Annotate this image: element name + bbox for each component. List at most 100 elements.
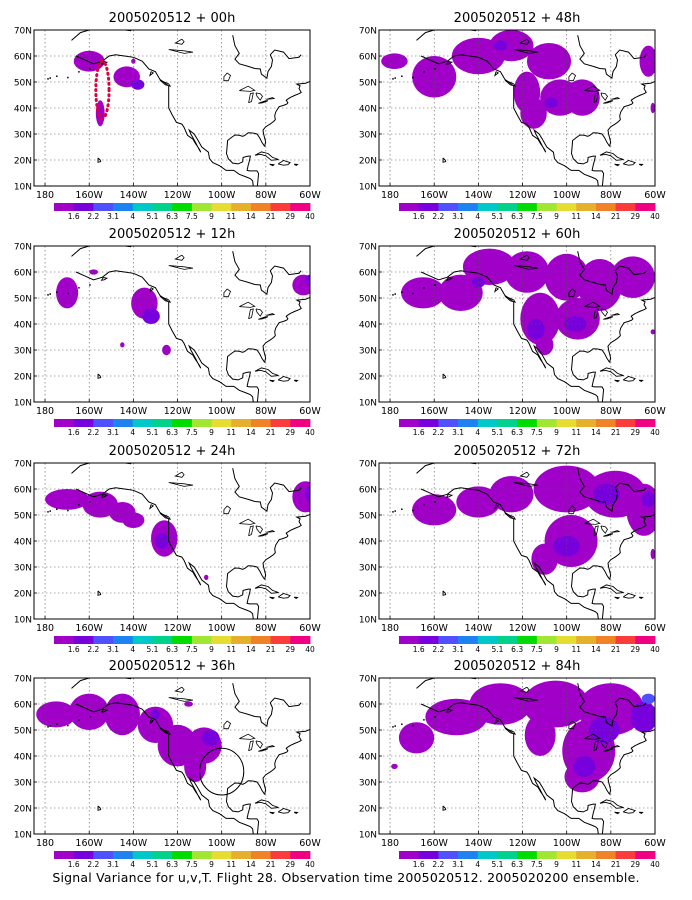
lon-tick-label: 180	[36, 623, 54, 634]
coastline	[570, 348, 611, 402]
contour-line	[94, 59, 111, 120]
lon-tick-label: 160W	[420, 190, 448, 201]
colorbar-swatch	[438, 636, 459, 644]
colorbar-swatch	[556, 636, 577, 644]
coastline	[225, 780, 266, 834]
island-dot	[394, 510, 396, 512]
lat-tick-label: 30N	[359, 131, 377, 141]
colorbar-label: 1.6	[68, 212, 80, 221]
lake-outline	[600, 740, 608, 749]
colorbar-swatch	[595, 419, 617, 427]
colorbar-swatch	[152, 419, 173, 427]
colorbar-swatch	[399, 419, 420, 427]
colorbar-swatch	[497, 636, 518, 644]
colorbar-label: 9	[209, 860, 214, 869]
colorbar-label: 9	[554, 645, 559, 654]
island-outline	[149, 287, 154, 293]
colorbar-swatch	[556, 419, 577, 427]
island-dot	[434, 284, 436, 286]
island-outline	[599, 799, 624, 809]
colorbar-label: 29	[631, 645, 641, 654]
colorbar-swatch	[54, 636, 75, 644]
variance-region	[650, 329, 655, 335]
lake-outline	[258, 748, 269, 752]
lake-outline	[603, 316, 614, 320]
island-outline	[97, 805, 102, 811]
lake-outline	[593, 740, 599, 752]
variance-region	[504, 251, 550, 293]
island-outline	[494, 719, 499, 725]
colorbar-swatch	[54, 419, 75, 427]
lake-outline	[584, 301, 601, 308]
lat-tick-label: 20N	[359, 590, 377, 600]
lat-tick-label: 30N	[14, 131, 32, 141]
coastline	[577, 251, 647, 295]
island-outline	[622, 593, 636, 599]
colorbar-label: 4	[130, 212, 135, 221]
variance-region	[462, 248, 516, 285]
coastline	[232, 251, 302, 295]
panel-title: 2005020512 + 60h	[454, 227, 581, 242]
island-dot	[47, 294, 49, 296]
colorbar-label: 21	[266, 645, 276, 654]
colorbar-swatch	[132, 851, 153, 859]
colorbar-swatch	[93, 203, 114, 211]
lat-tick-label: 50N	[14, 79, 32, 89]
lat-tick-label: 60N	[359, 486, 377, 496]
lat-tick-label: 20N	[359, 157, 377, 167]
lat-tick-label: 30N	[359, 347, 377, 357]
lon-tick-label: 120W	[509, 190, 537, 201]
variance-region	[305, 274, 310, 285]
island-outline	[614, 163, 621, 167]
colorbar-label: 5.1	[146, 428, 158, 437]
lat-tick-label: 20N	[359, 373, 377, 383]
colorbar-swatch	[270, 203, 291, 211]
coastline	[420, 702, 599, 834]
colorbar-swatch	[250, 851, 272, 859]
lat-tick-label: 60N	[359, 701, 377, 711]
island-outline	[97, 373, 102, 379]
colorbar-label: 2.2	[432, 645, 444, 654]
lake-outline	[568, 720, 576, 730]
colorbar-swatch	[556, 851, 577, 859]
island-outline	[638, 379, 644, 383]
colorbar-label: 3.1	[107, 428, 119, 437]
island-outline	[599, 367, 624, 377]
lon-tick-label: 60W	[644, 623, 666, 634]
lat-tick-label: 40N	[14, 105, 32, 115]
lon-tick-label: 100W	[553, 838, 581, 849]
variance-region	[45, 489, 90, 510]
colorbar-label: 3.1	[452, 428, 464, 437]
map-panel: 2005020512 + 00h 10N 20N 30N 40N 50N 60N 70N 180…	[14, 11, 322, 221]
island-outline	[445, 61, 454, 65]
lon-tick-label: 100W	[208, 190, 236, 201]
island-outline	[445, 494, 454, 498]
lat-tick-label: 40N	[14, 753, 32, 763]
lake-outline	[611, 745, 621, 748]
lake-outline	[519, 471, 530, 478]
variance-region	[104, 693, 140, 736]
colorbar-swatch	[576, 419, 597, 427]
variance-region	[630, 701, 655, 733]
colorbar-swatch	[211, 203, 232, 211]
figure-caption: Signal Variance for u,v,T. Flight 28. Ob…	[52, 870, 640, 885]
coastline	[225, 348, 266, 402]
island-outline	[100, 709, 109, 713]
colorbar-swatch	[113, 419, 134, 427]
lake-outline	[168, 265, 194, 270]
lon-tick-label: 140W	[120, 623, 148, 634]
colorbar-swatch	[73, 636, 94, 644]
lat-tick-label: 40N	[359, 538, 377, 548]
lat-tick-label: 70N	[359, 675, 377, 685]
variance-region	[89, 269, 99, 275]
island-dot	[47, 511, 49, 513]
island-dot	[56, 508, 58, 510]
island-outline	[599, 584, 624, 594]
colorbar-label: 4	[475, 428, 480, 437]
lat-tick-label: 20N	[14, 805, 32, 815]
lon-tick-label: 160W	[75, 190, 103, 201]
lake-outline	[223, 288, 231, 298]
island-dot	[434, 68, 436, 70]
island-outline	[100, 494, 109, 498]
colorbar-label: 11	[226, 645, 236, 654]
